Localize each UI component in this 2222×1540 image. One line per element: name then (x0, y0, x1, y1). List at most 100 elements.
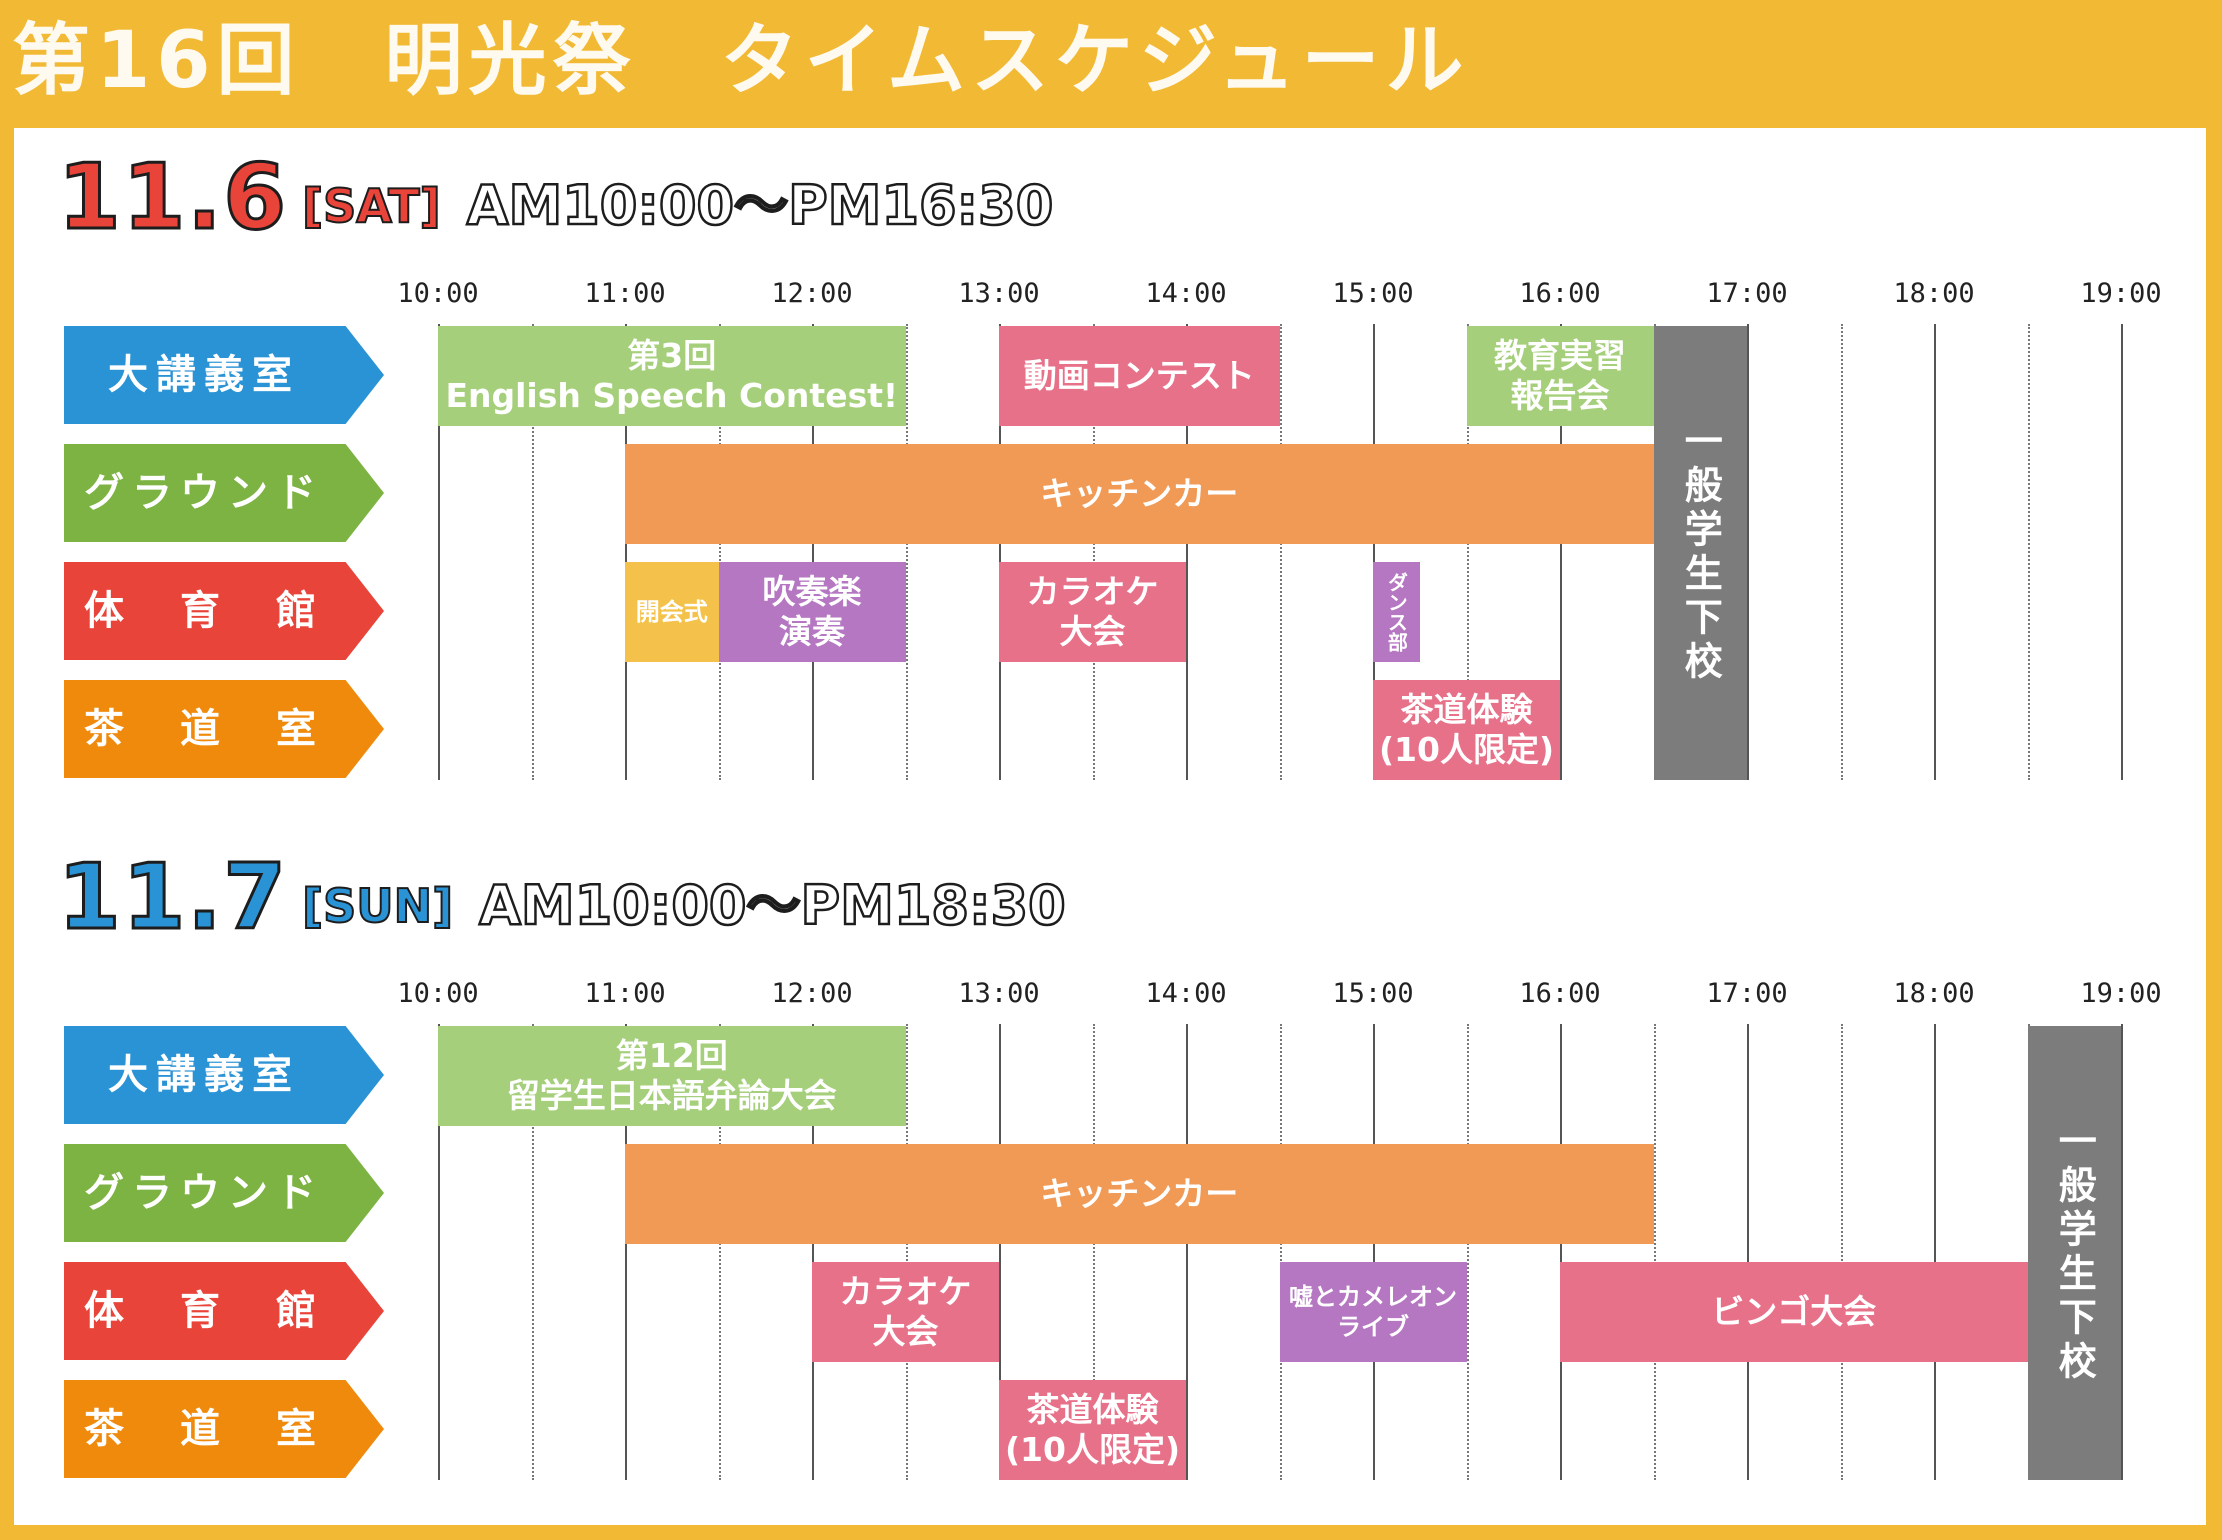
event-block: キッチンカー (625, 444, 1654, 544)
day-of-week: [SAT] (301, 178, 442, 234)
time-label: 16:00 (1519, 978, 1601, 1009)
hour-line (1934, 324, 1936, 780)
room-label: 体 育 館 (84, 1288, 324, 1334)
hour-line (812, 1024, 814, 1480)
event-block: ビンゴ大会 (1560, 1262, 2028, 1362)
half-hour-line (1092, 324, 1095, 780)
event-block: 動画コンテスト (999, 326, 1280, 426)
hour-line (1186, 1024, 1188, 1480)
event-label: 第12回 留学生日本語弁論大会 (506, 1036, 837, 1115)
time-label: 10:00 (397, 278, 479, 309)
event-label: 一般学生下校 (2052, 1121, 2097, 1385)
schedule-panel: 11.6 [SAT] AM10:00～PM16:30 10:00 11:00 12:00 1… (14, 128, 2206, 1525)
room-ground: グラウンド (64, 444, 384, 542)
room-label: 茶 道 室 (84, 706, 324, 752)
event-block: 教育実習 報告会 (1466, 326, 1654, 426)
hour-line (438, 324, 440, 780)
half-hour-line (1840, 324, 1843, 780)
time-label: 11:00 (584, 978, 666, 1009)
room-tea-room: 茶 道 室 (64, 680, 384, 778)
hour-line (1373, 1024, 1375, 1480)
day-block: 11.6 [SAT] AM10:00～PM16:30 10:00 11:00 12:00 1… (14, 128, 2206, 818)
room-gym: 体 育 館 (64, 562, 384, 660)
day-hours: AM10:00～PM18:30 (478, 873, 1067, 939)
event-label: 教育実習 報告会 (1494, 336, 1626, 415)
day-header: 11.6 [SAT] AM10:00～PM16:30 (56, 146, 1054, 249)
half-hour-line (1840, 1024, 1843, 1480)
room-label: 茶 道 室 (84, 1406, 324, 1452)
event-block: カラオケ 大会 (812, 1262, 999, 1362)
time-label: 12:00 (771, 978, 853, 1009)
event-label: ビンゴ大会 (1711, 1292, 1877, 1331)
half-hour-line (1466, 1024, 1469, 1480)
day-date: 11.7 (56, 845, 289, 950)
time-label: 14:00 (1145, 978, 1227, 1009)
time-label: 13:00 (958, 278, 1040, 309)
room-lecture-hall: 大講義室 (64, 326, 384, 424)
time-label: 18:00 (1893, 278, 1975, 309)
time-label: 17:00 (1706, 278, 1788, 309)
room-label: 大講義室 (108, 1052, 300, 1098)
hour-line (812, 324, 814, 780)
room-gym: 体 育 館 (64, 1262, 384, 1360)
hour-line (625, 1024, 627, 1480)
event-label: 開会式 (635, 598, 708, 626)
room-label: グラウンド (84, 1170, 324, 1216)
room-tea-room: 茶 道 室 (64, 1380, 384, 1478)
half-hour-line (905, 324, 908, 780)
day-block: 11.7 [SUN] AM10:00～PM18:30 10:00 11:00 12:00 1… (14, 828, 2206, 1518)
time-label: 18:00 (1893, 978, 1975, 1009)
hour-line (438, 1024, 440, 1480)
half-hour-line (531, 1024, 534, 1480)
time-label: 13:00 (958, 978, 1040, 1009)
room-label: 体 育 館 (84, 588, 324, 634)
event-label: キッチンカー (1040, 1174, 1239, 1213)
room-label: 大講義室 (108, 352, 300, 398)
event-block: 吹奏楽 演奏 (718, 562, 906, 662)
hour-line (1560, 324, 1562, 780)
day-of-week: [SUN] (301, 878, 454, 934)
event-label: 動画コンテスト (1023, 356, 1255, 395)
hour-line (1186, 324, 1188, 780)
event-label: 一般学生下校 (1678, 421, 1723, 685)
room-ground: グラウンド (64, 1144, 384, 1242)
hour-line (625, 324, 627, 780)
time-label: 10:00 (397, 978, 479, 1009)
time-label: 17:00 (1706, 978, 1788, 1009)
half-hour-line (1279, 1024, 1282, 1480)
dismissal-bar: 一般学生下校 (1653, 326, 1747, 780)
half-hour-line (2027, 324, 2030, 780)
half-hour-line (718, 324, 721, 780)
time-label: 14:00 (1145, 278, 1227, 309)
time-label: 12:00 (771, 278, 853, 309)
event-label: カラオケ 大会 (1026, 572, 1159, 651)
half-hour-line (531, 324, 534, 780)
event-label: 茶道体験 (10人限定) (1378, 690, 1555, 769)
event-label: 茶道体験 (10人限定) (1004, 1390, 1181, 1469)
event-label: ダンス部 (1384, 572, 1409, 652)
hour-line (1560, 1024, 1562, 1480)
half-hour-line (718, 1024, 721, 1480)
event-block: 茶道体験 (10人限定) (1373, 680, 1560, 780)
hour-line (1934, 1024, 1936, 1480)
room-label: グラウンド (84, 470, 324, 516)
page-title: 第16回 明光祭 タイムスケジュール (12, 16, 1470, 106)
hour-line (2121, 1024, 2123, 1480)
event-label: 嘘とカメレオン ライブ (1289, 1283, 1457, 1341)
event-block: カラオケ 大会 (999, 562, 1186, 662)
half-hour-line (905, 1024, 908, 1480)
event-label: 吹奏楽 演奏 (762, 572, 862, 651)
time-label: 11:00 (584, 278, 666, 309)
event-block: 第3回 English Speech Contest! (438, 326, 906, 426)
room-lecture-hall: 大講義室 (64, 1026, 384, 1124)
time-label: 19:00 (2080, 278, 2162, 309)
hour-line (1747, 1024, 1749, 1480)
event-block: 開会式 (625, 562, 719, 662)
event-block: 第12回 留学生日本語弁論大会 (438, 1026, 906, 1126)
event-block: 嘘とカメレオン ライブ (1279, 1262, 1467, 1362)
time-label: 15:00 (1332, 278, 1414, 309)
day-header: 11.7 [SUN] AM10:00～PM18:30 (56, 845, 1067, 950)
day-hours: AM10:00～PM16:30 (465, 173, 1054, 239)
half-hour-line (1653, 1024, 1656, 1480)
time-label: 16:00 (1519, 278, 1601, 309)
